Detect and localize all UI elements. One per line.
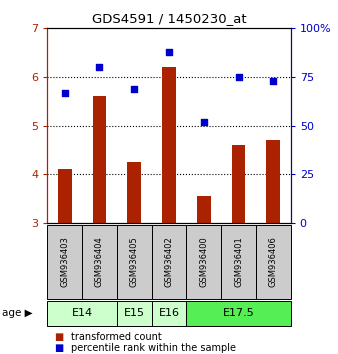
- Point: [236, 74, 241, 80]
- Text: GSM936404: GSM936404: [95, 236, 104, 287]
- Text: transformed count: transformed count: [71, 332, 162, 342]
- Text: E14: E14: [72, 308, 93, 318]
- Text: E16: E16: [159, 308, 179, 318]
- Bar: [232, 145, 245, 223]
- Text: GSM936403: GSM936403: [60, 236, 69, 287]
- Text: ■: ■: [54, 343, 63, 353]
- Text: age ▶: age ▶: [2, 308, 32, 318]
- Bar: [93, 97, 106, 223]
- Bar: [117, 225, 152, 299]
- Text: E15: E15: [124, 308, 145, 318]
- Bar: [152, 225, 186, 299]
- Bar: [47, 225, 82, 299]
- Text: GSM936405: GSM936405: [130, 236, 139, 287]
- Bar: [266, 140, 280, 223]
- Bar: [186, 225, 221, 299]
- Bar: [47, 301, 117, 326]
- Point: [97, 64, 102, 70]
- Text: E17.5: E17.5: [223, 308, 255, 318]
- Bar: [197, 196, 211, 223]
- Bar: [256, 225, 291, 299]
- Text: ■: ■: [54, 332, 63, 342]
- Bar: [58, 170, 72, 223]
- Text: GSM936401: GSM936401: [234, 236, 243, 287]
- Bar: [127, 162, 141, 223]
- Bar: [82, 225, 117, 299]
- Point: [271, 78, 276, 84]
- Point: [201, 119, 207, 125]
- Text: percentile rank within the sample: percentile rank within the sample: [71, 343, 236, 353]
- Bar: [162, 67, 176, 223]
- Point: [131, 86, 137, 92]
- Text: GSM936402: GSM936402: [165, 236, 173, 287]
- Text: GDS4591 / 1450230_at: GDS4591 / 1450230_at: [92, 12, 246, 25]
- Point: [62, 90, 67, 96]
- Bar: [117, 301, 152, 326]
- Point: [166, 49, 172, 55]
- Text: GSM936400: GSM936400: [199, 236, 208, 287]
- Bar: [152, 301, 186, 326]
- Text: GSM936406: GSM936406: [269, 236, 278, 287]
- Bar: [221, 225, 256, 299]
- Bar: [186, 301, 291, 326]
